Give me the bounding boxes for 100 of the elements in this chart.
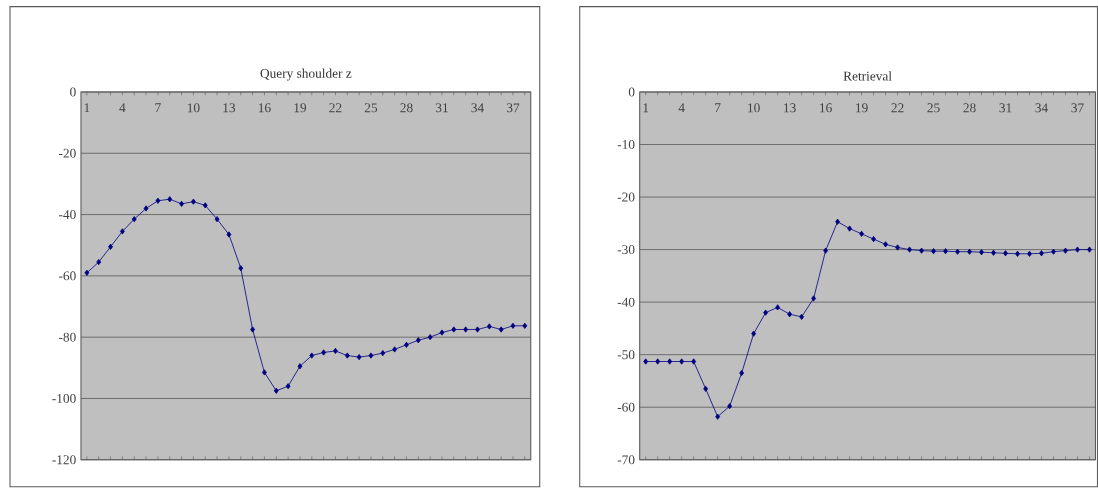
point bbox=[895, 244, 900, 251]
x-tick-label: 25 bbox=[364, 103, 378, 113]
y-tick-label: -60 bbox=[59, 271, 76, 281]
point bbox=[333, 348, 338, 355]
point bbox=[703, 385, 709, 393]
x-tick-label: 13 bbox=[784, 103, 796, 113]
y-tick-label: -40 bbox=[59, 210, 76, 220]
point bbox=[380, 350, 386, 357]
x-tick-label: 16 bbox=[258, 103, 271, 113]
point bbox=[955, 248, 960, 255]
point bbox=[1051, 248, 1056, 255]
y-tick-label: -70 bbox=[617, 455, 635, 465]
x-tick-label: 10 bbox=[748, 103, 760, 113]
y-tick-label: -120 bbox=[52, 455, 76, 465]
point bbox=[667, 358, 673, 365]
point bbox=[763, 309, 769, 316]
point bbox=[451, 326, 457, 333]
x-tick-label: 16 bbox=[820, 103, 832, 113]
point bbox=[871, 236, 876, 243]
y-tick-label: -50 bbox=[617, 350, 635, 360]
point bbox=[120, 228, 125, 235]
x-tick-label: 28 bbox=[400, 103, 413, 113]
point bbox=[214, 216, 220, 223]
point bbox=[739, 370, 745, 377]
point bbox=[1027, 250, 1032, 257]
y-tick-label: 0 bbox=[628, 87, 635, 97]
x-tick-label: 4 bbox=[678, 103, 685, 113]
point bbox=[427, 334, 433, 341]
x-tick-label: 22 bbox=[891, 103, 904, 113]
y-tick-label: 0 bbox=[70, 87, 76, 97]
point bbox=[155, 197, 161, 204]
point bbox=[775, 304, 781, 311]
point bbox=[321, 349, 327, 356]
x-tick-label: 19 bbox=[294, 103, 307, 113]
point bbox=[1039, 250, 1044, 257]
point bbox=[1015, 250, 1020, 257]
x-tick-label: 31 bbox=[999, 103, 1012, 113]
point bbox=[979, 249, 984, 256]
x-tick-label: 13 bbox=[223, 103, 236, 113]
y-tick-label: -10 bbox=[617, 140, 635, 150]
point bbox=[1075, 246, 1080, 253]
y-tick-label: -30 bbox=[617, 245, 635, 255]
point bbox=[811, 295, 817, 302]
point bbox=[238, 265, 244, 272]
x-tick-label: 37 bbox=[506, 103, 520, 113]
point bbox=[835, 218, 840, 225]
point bbox=[655, 358, 661, 365]
y-tick-label: -60 bbox=[617, 402, 635, 412]
x-tick-label: 19 bbox=[856, 103, 868, 113]
point bbox=[167, 196, 173, 203]
point bbox=[96, 259, 102, 266]
point bbox=[715, 413, 721, 420]
point bbox=[787, 311, 793, 318]
point bbox=[273, 387, 279, 394]
x-tick-label: 7 bbox=[715, 103, 721, 113]
point bbox=[847, 225, 852, 232]
point bbox=[108, 243, 113, 250]
point bbox=[368, 352, 374, 359]
point bbox=[967, 248, 972, 255]
point bbox=[415, 337, 421, 344]
point bbox=[309, 352, 315, 359]
point bbox=[143, 205, 149, 212]
x-tick-label: 1 bbox=[84, 103, 90, 113]
point bbox=[727, 403, 733, 410]
point bbox=[643, 358, 649, 365]
x-tick-label: 10 bbox=[187, 103, 200, 113]
point bbox=[907, 246, 912, 253]
x-tick-label: 4 bbox=[119, 103, 126, 113]
y-tick-label: -20 bbox=[617, 192, 635, 202]
y-tick-label: -80 bbox=[59, 332, 76, 342]
point bbox=[751, 330, 757, 337]
point bbox=[250, 326, 255, 333]
y-tick-label: -20 bbox=[59, 148, 76, 158]
point bbox=[486, 323, 492, 330]
x-tick-label: 7 bbox=[155, 103, 161, 113]
point bbox=[131, 216, 137, 223]
point bbox=[285, 383, 291, 390]
point bbox=[823, 247, 828, 254]
point bbox=[1063, 247, 1068, 254]
point bbox=[498, 326, 504, 333]
x-tick-label: 34 bbox=[471, 103, 484, 113]
point bbox=[463, 326, 469, 333]
x-tick-label: 22 bbox=[329, 103, 342, 113]
point bbox=[262, 369, 267, 376]
point bbox=[931, 248, 936, 255]
point bbox=[191, 198, 196, 205]
point bbox=[679, 358, 685, 365]
point bbox=[799, 313, 805, 321]
x-tick-label: 34 bbox=[1035, 103, 1048, 113]
point bbox=[356, 354, 362, 361]
point bbox=[510, 322, 516, 330]
point bbox=[84, 269, 90, 276]
y-tick-label: -40 bbox=[617, 297, 635, 307]
point bbox=[1087, 246, 1092, 253]
x-tick-label: 37 bbox=[1071, 103, 1084, 113]
point bbox=[691, 358, 697, 365]
y-tick-label: -100 bbox=[52, 394, 76, 404]
point bbox=[439, 329, 445, 336]
point bbox=[202, 202, 208, 209]
point bbox=[522, 322, 528, 330]
